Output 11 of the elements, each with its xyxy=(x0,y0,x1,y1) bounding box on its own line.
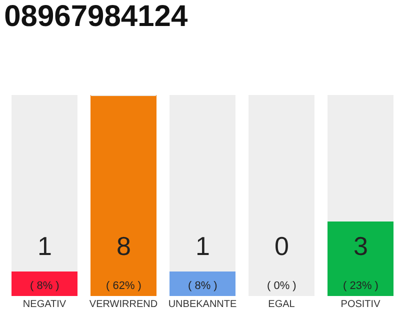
x-tick-label: EGAL xyxy=(268,299,296,310)
x-tick-label: NEGATIV xyxy=(22,299,66,310)
data-label: 3 ( 23% ) xyxy=(343,231,378,292)
data-label: 1 ( 8% ) xyxy=(30,231,60,292)
data-label: 1 ( 8% ) xyxy=(188,231,218,292)
data-label: 0 ( 0% ) xyxy=(267,231,296,292)
chart-title: 08967984124 xyxy=(4,0,188,33)
x-tick-label: POSITIV xyxy=(340,299,381,310)
x-tick-label: VERWIRREND xyxy=(89,299,158,310)
data-label: 8 ( 62% ) xyxy=(106,231,142,292)
x-tick-label: UNBEKANNTE xyxy=(168,299,237,310)
